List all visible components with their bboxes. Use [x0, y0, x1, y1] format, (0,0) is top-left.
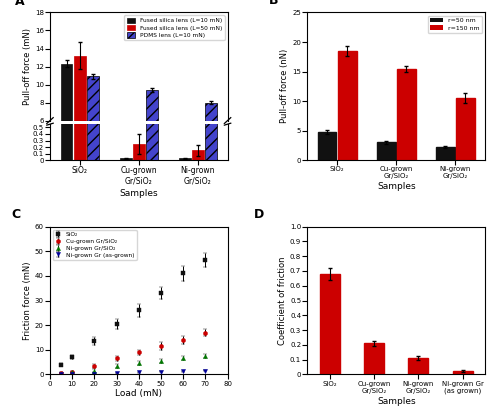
Y-axis label: Friction force (mN): Friction force (mN) [23, 261, 32, 340]
Text: A: A [14, 0, 24, 8]
Bar [120, 158, 132, 160]
Bar [86, 77, 99, 175]
Bar [60, 64, 72, 175]
Bar [408, 358, 428, 374]
Bar [74, 0, 86, 160]
X-axis label: Samples: Samples [377, 182, 416, 191]
Bar [205, 0, 217, 160]
X-axis label: Samples: Samples [377, 397, 416, 406]
Text: C: C [11, 208, 20, 221]
Legend: Fused silica lens (L=10 mN), Fused silica lens (L=50 mN), PDMS lens (L=10 mN): Fused silica lens (L=10 mN), Fused silic… [124, 15, 224, 40]
Legend: r=50 nm, r=150 nm: r=50 nm, r=150 nm [428, 16, 482, 33]
X-axis label: Samples: Samples [120, 188, 158, 198]
Legend: SiO₂, Cu-grown Gr/SiO₂, Ni-grown Gr/SiO₂, Ni-grown Gr (as-grown): SiO₂, Cu-grown Gr/SiO₂, Ni-grown Gr/SiO₂… [53, 230, 136, 260]
Bar [318, 132, 336, 160]
Bar [456, 98, 475, 160]
Bar [320, 274, 340, 374]
Bar [133, 144, 144, 160]
Bar [338, 51, 356, 160]
Bar [397, 69, 416, 160]
Y-axis label: Pull-off force (nN): Pull-off force (nN) [280, 49, 289, 124]
X-axis label: Load (mN): Load (mN) [116, 389, 162, 399]
Bar [146, 0, 158, 160]
Text: B: B [268, 0, 278, 7]
Bar [364, 343, 384, 374]
Bar [205, 103, 217, 175]
Bar [133, 172, 144, 175]
Bar [436, 147, 455, 160]
Bar [192, 150, 204, 160]
Bar [376, 142, 396, 160]
Bar [60, 0, 72, 160]
Bar [86, 0, 99, 160]
Bar [453, 371, 473, 374]
Y-axis label: Pull-off force (mN): Pull-off force (mN) [23, 28, 32, 105]
Bar [192, 173, 204, 175]
Bar [179, 158, 191, 160]
Bar [146, 90, 158, 175]
Bar [74, 56, 86, 175]
Y-axis label: Coefficient of friction: Coefficient of friction [278, 256, 287, 345]
Text: D: D [254, 208, 264, 221]
